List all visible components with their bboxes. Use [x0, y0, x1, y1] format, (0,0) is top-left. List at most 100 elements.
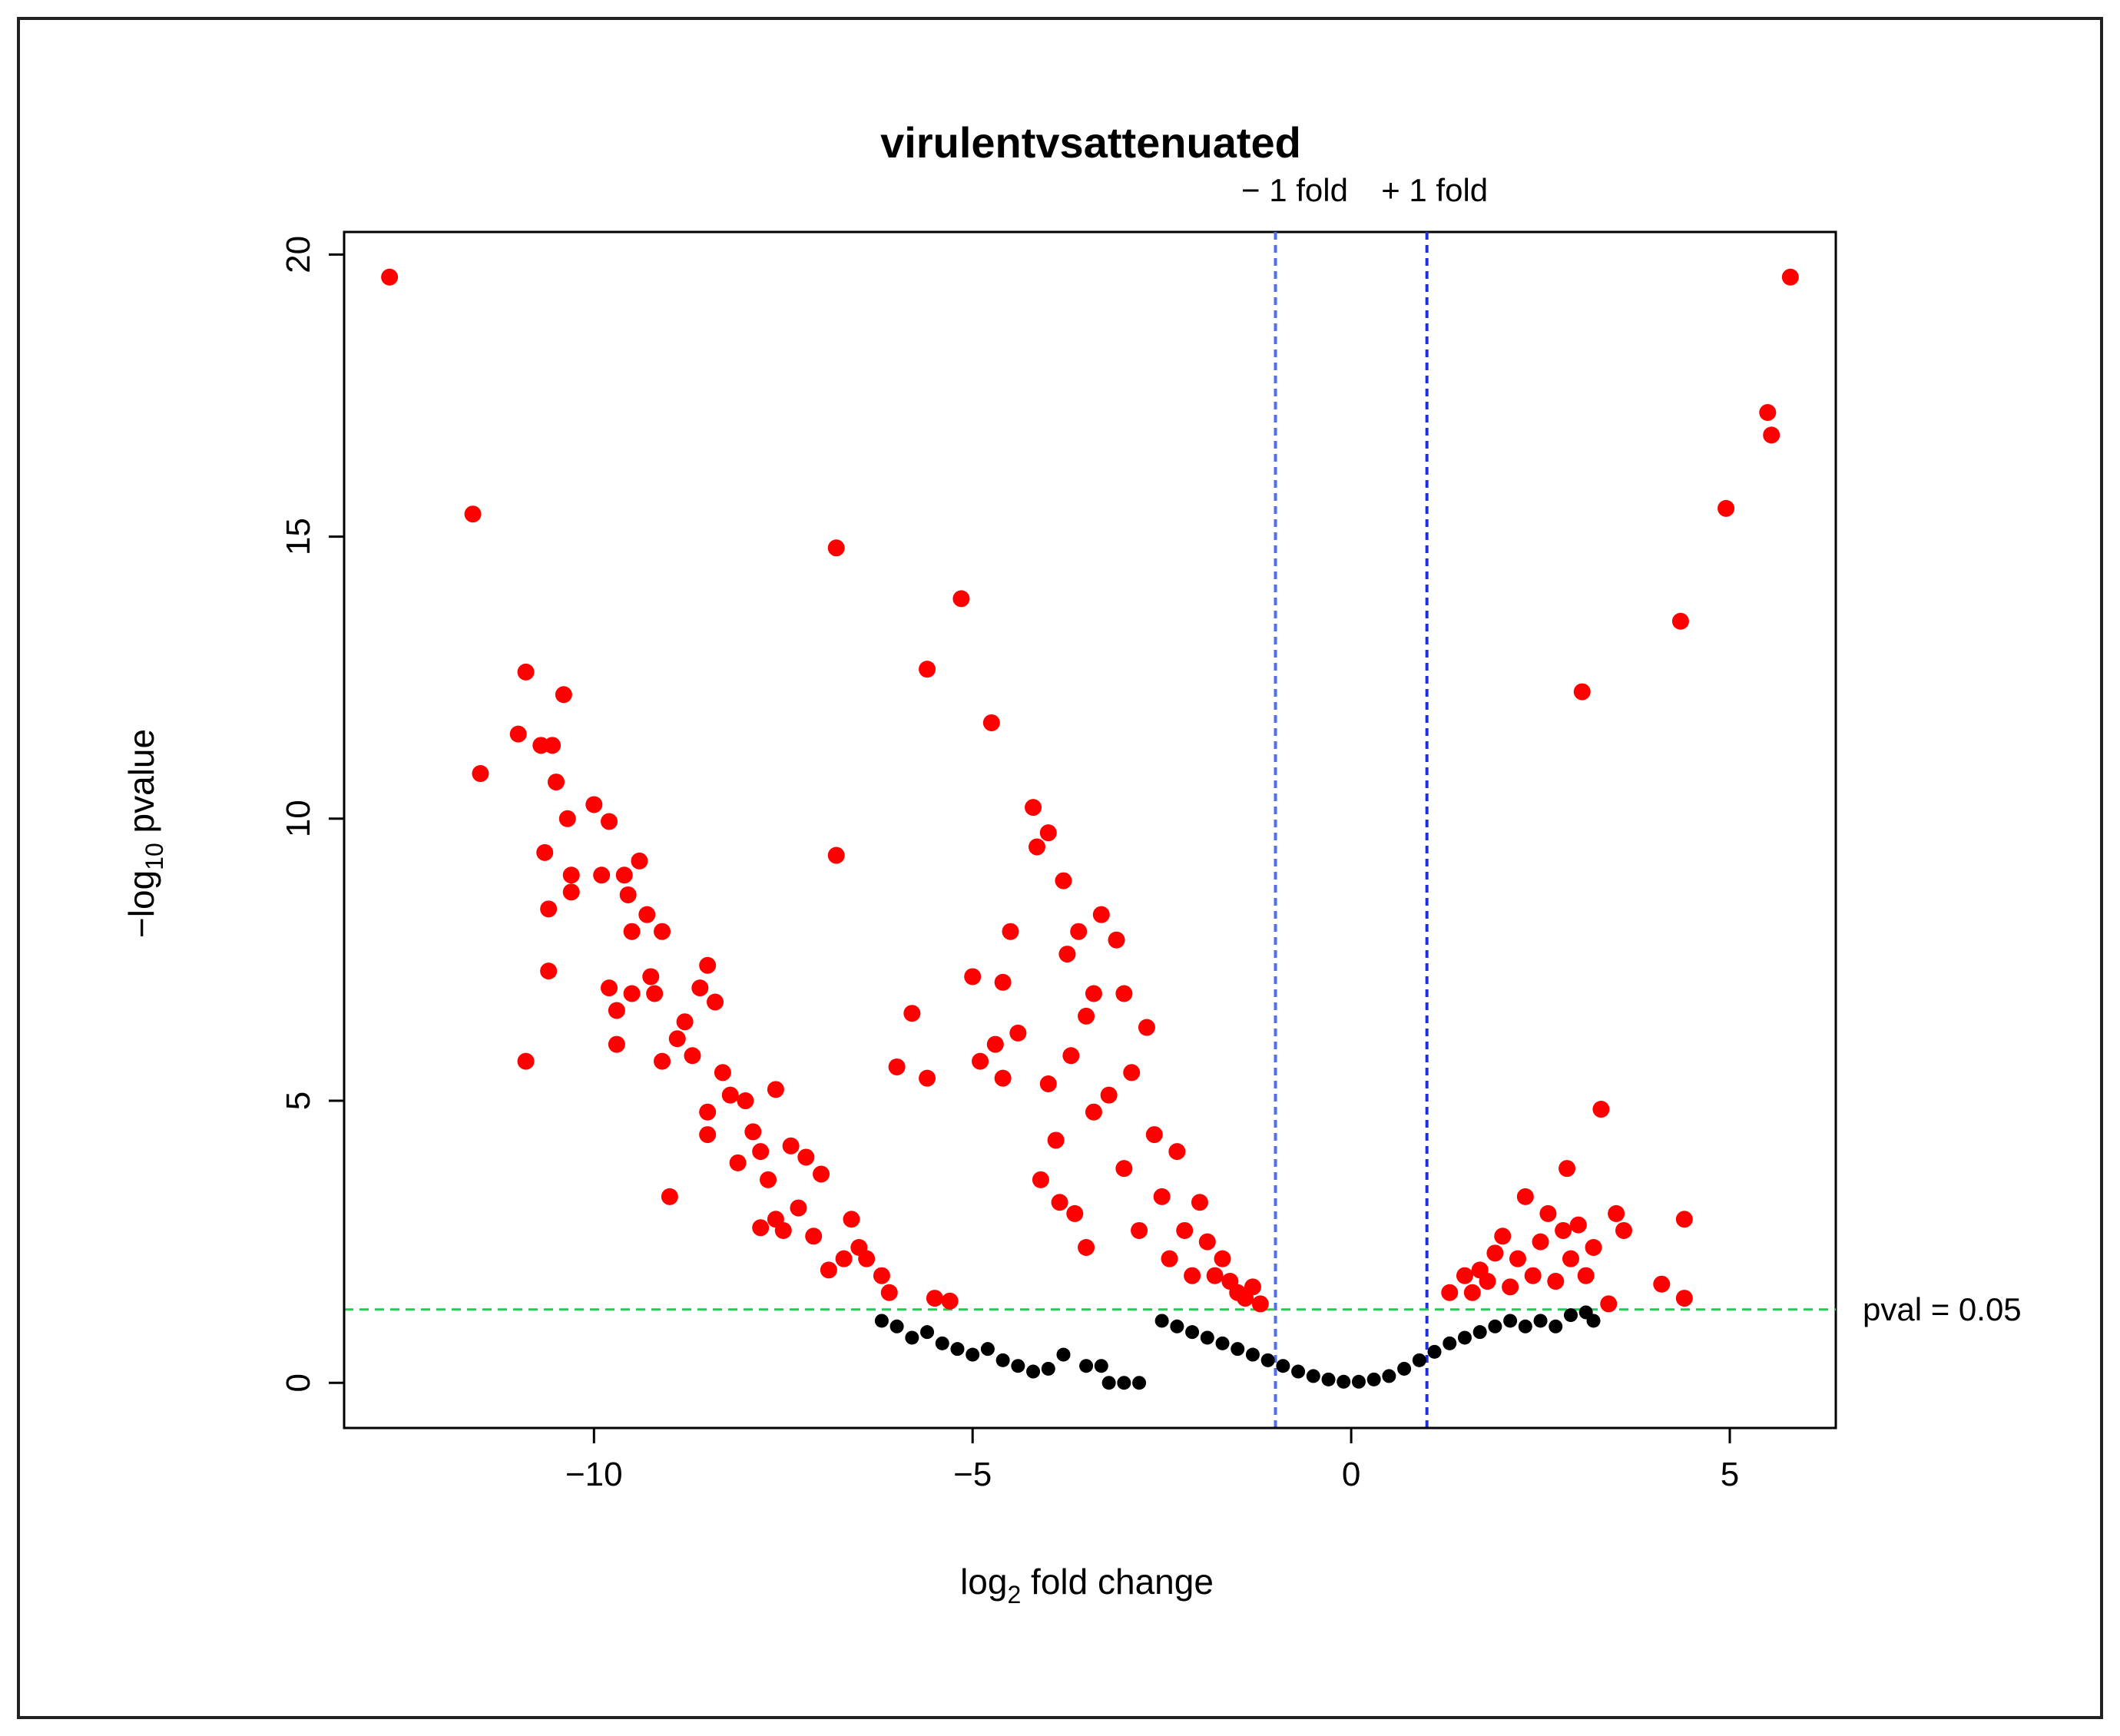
significant-point	[1763, 426, 1780, 444]
significant-point	[1532, 1233, 1549, 1251]
significant-point	[562, 866, 580, 884]
nonsignificant-point	[980, 1342, 995, 1357]
nonsignificant-point	[1533, 1314, 1548, 1328]
significant-point	[1494, 1227, 1512, 1245]
significant-point	[1032, 1171, 1049, 1188]
significant-point	[623, 923, 641, 940]
nonsignificant-point	[1215, 1336, 1230, 1350]
significant-point	[835, 1250, 853, 1267]
significant-point	[691, 979, 709, 997]
significant-point	[608, 1002, 625, 1019]
significant-point	[919, 1069, 936, 1087]
significant-point	[540, 900, 558, 918]
y-tick-label: 15	[280, 518, 317, 555]
nonsignificant-point	[1079, 1359, 1094, 1373]
nonsignificant-point	[1260, 1353, 1275, 1367]
significant-point	[880, 1284, 898, 1301]
significant-point	[797, 1148, 815, 1166]
significant-point	[919, 661, 936, 678]
significant-point	[1002, 923, 1019, 940]
significant-point	[1115, 985, 1133, 1002]
significant-point	[593, 866, 611, 884]
nonsignificant-point	[1337, 1374, 1351, 1389]
significant-point	[1198, 1233, 1216, 1251]
significant-point	[1585, 1238, 1602, 1256]
nonsignificant-point	[1472, 1325, 1487, 1340]
significant-point	[994, 973, 1012, 991]
y-tick-label: 10	[280, 800, 317, 837]
significant-point	[1555, 1221, 1572, 1239]
significant-point	[548, 774, 565, 791]
nonsignificant-point	[1366, 1372, 1381, 1386]
significant-point	[699, 1103, 717, 1121]
significant-point	[615, 866, 633, 884]
significant-point	[820, 1261, 837, 1279]
significant-point	[827, 539, 845, 557]
nonsignificant-point	[1094, 1359, 1108, 1373]
nonsignificant-point	[1276, 1359, 1290, 1373]
significant-point	[1573, 683, 1591, 701]
nonsignificant-point	[1185, 1325, 1200, 1340]
nonsignificant-point	[1397, 1361, 1412, 1376]
significant-point	[1516, 1188, 1534, 1205]
significant-point	[1244, 1278, 1261, 1296]
significant-point	[517, 663, 535, 681]
significant-point	[1509, 1250, 1526, 1267]
significant-point	[1206, 1267, 1224, 1284]
significant-point	[1214, 1250, 1231, 1267]
significant-point	[737, 1092, 754, 1110]
significant-point	[608, 1035, 625, 1053]
significant-point	[1066, 1204, 1084, 1222]
nonsignificant-point	[1117, 1376, 1131, 1390]
significant-point	[964, 968, 982, 986]
nonsignificant-point	[1457, 1330, 1472, 1345]
significant-points	[381, 268, 1799, 1313]
nonsignificant-point	[1245, 1347, 1260, 1362]
guide-lines	[344, 232, 1836, 1428]
nonsignificant-point	[1170, 1319, 1184, 1333]
significant-point	[555, 686, 572, 704]
nonsignificant-point	[1488, 1319, 1502, 1333]
significant-point	[1184, 1267, 1201, 1284]
significant-point	[562, 883, 580, 901]
significant-point	[1675, 1211, 1693, 1228]
significant-point	[1100, 1086, 1118, 1104]
x-tick-label: −5	[953, 1456, 992, 1493]
significant-point	[1123, 1064, 1141, 1082]
significant-point	[1671, 612, 1689, 630]
significant-point	[631, 852, 648, 870]
nonsignificant-point	[1351, 1374, 1366, 1389]
significant-point	[1441, 1284, 1459, 1301]
x-axis-label: log2 fold change	[960, 1562, 1214, 1608]
significant-point	[623, 985, 641, 1002]
significant-point	[813, 1165, 830, 1183]
nonsignificant-point	[1427, 1344, 1442, 1359]
significant-point	[1577, 1267, 1595, 1284]
significant-point	[1131, 1221, 1148, 1239]
nonsignificant-point	[1291, 1364, 1306, 1379]
significant-point	[1569, 1216, 1587, 1234]
nonsignificant-point	[905, 1330, 919, 1345]
significant-point	[699, 1126, 717, 1144]
significant-point	[1085, 985, 1102, 1002]
nonsignificant-point	[935, 1336, 949, 1350]
significant-point	[1055, 872, 1072, 890]
significant-point	[1524, 1267, 1542, 1284]
significant-point	[774, 1221, 792, 1239]
significant-point	[540, 962, 558, 980]
y-tick-label: 0	[280, 1373, 317, 1392]
significant-point	[1608, 1204, 1625, 1222]
significant-point	[1138, 1019, 1155, 1036]
nonsignificant-point	[1586, 1314, 1601, 1328]
significant-point	[721, 1086, 739, 1104]
significant-point	[517, 1052, 535, 1070]
significant-point	[982, 714, 1000, 731]
nonsignificant-point	[1443, 1336, 1457, 1350]
figure-frame	[17, 17, 2103, 1719]
significant-point	[843, 1211, 860, 1228]
nonsignificant-point	[1154, 1314, 1169, 1328]
significant-point	[1153, 1188, 1171, 1205]
significant-point	[1615, 1221, 1632, 1239]
nonsignificant-point	[1518, 1319, 1532, 1333]
significant-point	[790, 1199, 807, 1217]
